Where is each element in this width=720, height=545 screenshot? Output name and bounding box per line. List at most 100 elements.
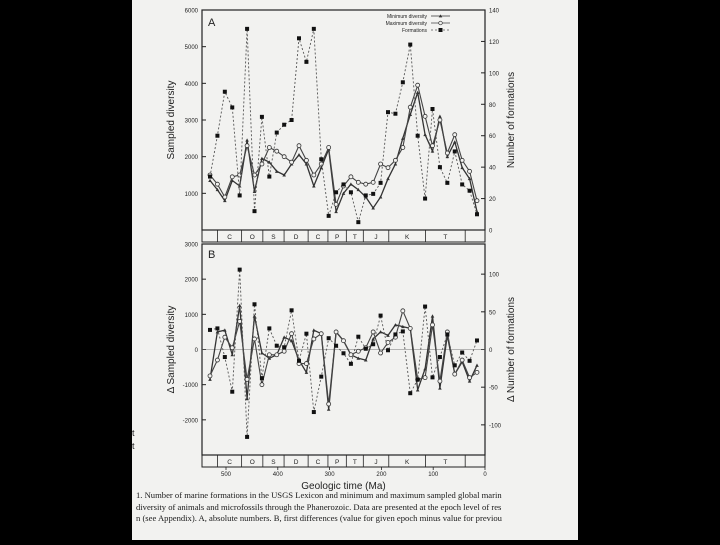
data-point-min: [460, 165, 464, 170]
period-label: S: [271, 234, 276, 241]
y2-tick-label: 40: [489, 166, 496, 172]
y2-axis-label: Δ Number of formations: [506, 297, 517, 402]
figure: A100020003000400050006000020406080100120…: [132, 9, 517, 493]
data-point-min: [252, 314, 257, 318]
data-point-max: [215, 181, 220, 187]
y2-tick-label: 80: [489, 103, 496, 109]
y2-tick-label: 50: [489, 310, 496, 316]
data-point-min: [423, 132, 427, 137]
data-point-max: [237, 318, 243, 324]
y2-tick-label: -50: [489, 386, 498, 392]
data-point-min: [452, 140, 457, 144]
data-point-formations: [341, 351, 346, 356]
data-point-min: [223, 328, 227, 332]
data-point-formations: [460, 350, 465, 355]
legend-marker: [438, 28, 443, 32]
y-tick-label: 3000: [185, 243, 199, 249]
data-point-formations: [230, 389, 235, 394]
data-point-max: [229, 174, 235, 180]
data-point-formations: [252, 209, 257, 214]
data-point-min: [475, 363, 479, 367]
data-point-formations: [348, 190, 353, 195]
period-label: P: [335, 234, 339, 241]
figure-caption: 1. Number of marine formations in the US…: [136, 490, 576, 525]
y-axis-label: Sampled diversity: [166, 81, 177, 160]
data-point-max: [207, 373, 213, 379]
y2-tick-label: 120: [489, 40, 500, 46]
x-tick-label: 300: [325, 472, 336, 478]
data-point-formations: [408, 391, 413, 396]
data-point-formations: [289, 308, 294, 313]
data-point-min: [415, 90, 420, 94]
period-label: T: [443, 459, 447, 466]
data-point-max: [422, 375, 428, 381]
data-point-max: [393, 157, 398, 163]
data-point-formations: [311, 26, 316, 31]
data-point-formations: [215, 133, 220, 138]
data-point-formations: [289, 118, 294, 122]
data-point-formations: [334, 190, 339, 195]
period-label: T: [353, 459, 357, 466]
data-point-max: [318, 161, 324, 167]
y-tick-label: 4000: [185, 82, 199, 88]
data-point-formations: [282, 122, 287, 127]
y2-tick-label: 0: [489, 229, 493, 235]
data-point-max: [252, 336, 257, 342]
data-point-formations: [334, 343, 339, 348]
period-label: C: [227, 234, 232, 241]
data-point-formations: [452, 149, 457, 154]
period-band: [201, 454, 486, 468]
data-point-formations: [274, 130, 279, 135]
data-point-formations: [245, 434, 250, 439]
data-point-min: [467, 176, 472, 181]
data-point-max: [326, 145, 332, 150]
period-label: S: [271, 459, 276, 466]
data-point-formations: [460, 182, 465, 187]
period-label: T: [353, 234, 357, 241]
data-point-max: [215, 357, 220, 363]
data-point-formations: [237, 193, 242, 198]
data-point-min: [438, 114, 442, 118]
y-tick-label: -2000: [183, 418, 199, 424]
data-point-min: [371, 337, 375, 341]
data-point-formations: [445, 332, 450, 337]
data-point-min: [430, 314, 435, 318]
data-point-max: [348, 352, 354, 358]
data-point-min: [230, 352, 235, 357]
data-point-max: [259, 382, 265, 388]
y2-tick-label: -100: [489, 423, 502, 429]
data-point-max: [274, 352, 280, 358]
data-point-formations: [245, 26, 250, 31]
data-point-max: [311, 172, 317, 178]
period-label: K: [405, 459, 410, 466]
data-point-min: [401, 136, 405, 140]
data-point-formations: [252, 302, 257, 307]
data-point-formations: [222, 89, 227, 94]
period-label: T: [443, 234, 447, 241]
period-label: P: [335, 459, 339, 466]
data-point-max: [459, 157, 465, 163]
period-label: C: [227, 459, 232, 466]
data-point-formations: [215, 326, 220, 331]
panel-letter-B: B: [208, 249, 215, 261]
caption-line-3: n (see Appendix). A, absolute numbers. B…: [136, 513, 502, 524]
y-tick-label: 1000: [185, 192, 199, 198]
legend-label: Formations: [402, 28, 428, 34]
data-point-max: [415, 82, 421, 88]
data-point-formations: [408, 42, 413, 47]
data-point-formations: [467, 358, 472, 363]
data-point-formations: [393, 111, 398, 116]
caption-line-1: 1. Number of marine formations in the US…: [136, 490, 502, 500]
data-point-formations: [237, 267, 242, 272]
data-point-max: [400, 308, 406, 314]
y-axis-label: Δ Sampled diversity: [166, 306, 177, 394]
data-point-min: [215, 187, 220, 192]
data-point-formations: [400, 329, 405, 334]
data-point-min: [274, 169, 279, 173]
margin-mark: t: [132, 428, 135, 438]
data-point-min: [341, 191, 346, 195]
data-point-min: [267, 160, 272, 164]
data-point-min: [371, 206, 375, 210]
data-point-min: [215, 330, 220, 334]
data-point-formations: [319, 374, 324, 379]
